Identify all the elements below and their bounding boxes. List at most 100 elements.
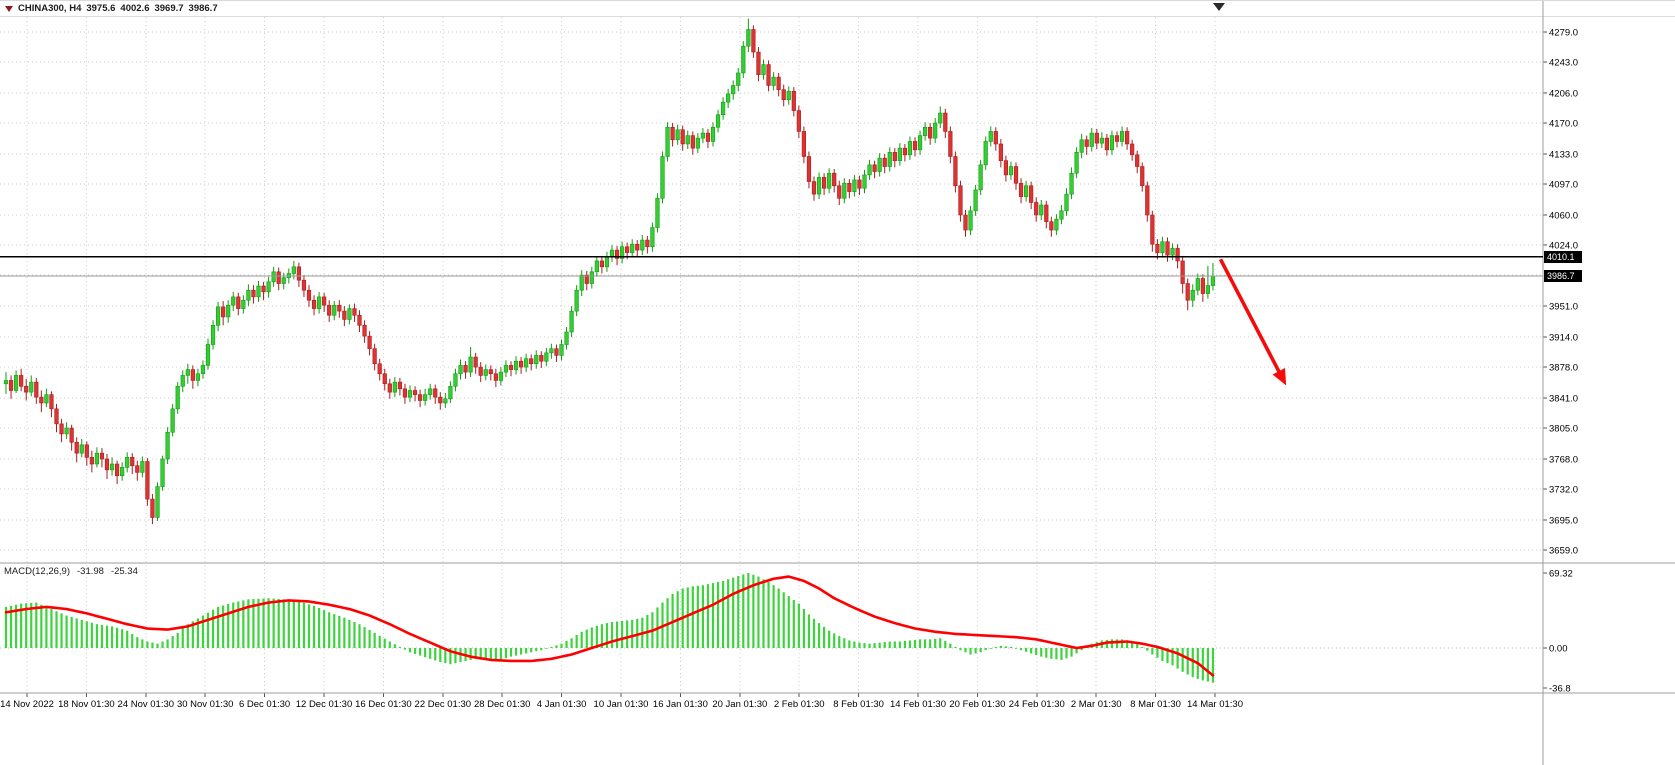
macd-histogram-bar — [217, 606, 220, 648]
macd-histogram-bar — [1030, 648, 1033, 654]
macd-histogram-bar — [732, 577, 735, 648]
candle-body — [544, 352, 549, 362]
candle-body — [1104, 137, 1109, 151]
candle-body — [89, 457, 94, 465]
candle-body — [963, 214, 968, 231]
macd-histogram-bar — [252, 599, 255, 648]
candle-body — [417, 394, 423, 401]
candle-body — [175, 385, 180, 410]
candle-body — [1034, 202, 1039, 216]
chart-shift-marker[interactable] — [1213, 3, 1225, 11]
macd-histogram-bar — [393, 644, 396, 648]
macd-histogram-bar — [691, 586, 694, 648]
candle-body — [1165, 241, 1170, 256]
candle-body — [660, 156, 665, 199]
trend-arrow-head[interactable] — [1272, 368, 1287, 386]
macd-histogram-bar — [1141, 646, 1144, 648]
candle-body — [498, 371, 504, 381]
macd-main-value: -31.98 — [77, 566, 104, 577]
candle-body — [231, 296, 236, 306]
price-axis-label: 4133.0 — [1549, 149, 1578, 160]
macd-histogram-bar — [752, 574, 755, 648]
candle-body — [1180, 260, 1185, 284]
candle-body — [19, 375, 24, 387]
macd-histogram-bar — [615, 621, 619, 648]
macd-histogram-bar — [40, 604, 43, 648]
price-axis-label: 3951.0 — [1549, 302, 1578, 313]
macd-histogram-bar — [853, 641, 856, 648]
macd-histogram-bar — [1176, 648, 1179, 669]
candle-body — [720, 101, 726, 116]
candle-body — [463, 365, 468, 373]
candle-body — [1160, 241, 1165, 253]
macd-histogram-bar — [126, 630, 129, 648]
candle-body — [771, 76, 776, 86]
candle-body — [968, 210, 973, 231]
candle-body — [49, 394, 54, 410]
macd-histogram-bar — [105, 625, 109, 648]
macd-histogram-bar — [116, 627, 119, 648]
candle-body — [266, 281, 271, 293]
macd-histogram-bar — [838, 636, 841, 648]
macd-histogram-bar — [898, 641, 901, 648]
macd-histogram-bar — [343, 617, 346, 648]
macd-histogram-bar — [413, 648, 417, 654]
macd-histogram-bar — [535, 648, 538, 652]
candle-body — [130, 457, 135, 466]
macd-histogram-bar — [984, 648, 987, 651]
macd-histogram-bar — [762, 579, 765, 648]
candle-body — [872, 164, 877, 172]
macd-histogram-bar — [1105, 639, 1108, 648]
macd-histogram-bar — [580, 631, 583, 648]
candle-body — [736, 72, 741, 86]
candle-body — [948, 131, 953, 157]
macd-histogram-bar — [550, 646, 553, 648]
macd-histogram-bar — [1025, 648, 1028, 652]
candle-body — [362, 324, 367, 337]
macd-histogram-bar — [595, 625, 598, 648]
candle-body — [412, 390, 418, 395]
macd-histogram-bar — [287, 600, 290, 648]
macd-histogram-bar — [878, 642, 881, 648]
macd-histogram-bar — [121, 629, 124, 648]
candle-body — [145, 461, 150, 500]
macd-histogram-bar — [782, 592, 785, 648]
macd-histogram-bar — [555, 645, 558, 648]
macd-histogram-bar — [1186, 648, 1189, 675]
macd-signal-value: -25.34 — [110, 566, 138, 577]
candle-body — [332, 304, 337, 316]
macd-histogram-bar — [151, 642, 154, 648]
macd-histogram-bar — [302, 602, 306, 648]
macd-histogram-bar — [25, 603, 28, 648]
candle-body — [1079, 139, 1084, 153]
candle-body — [559, 344, 564, 356]
symbol-period-label: CHINA300, H4 — [18, 3, 82, 14]
candle-body — [1099, 137, 1104, 144]
candle-body — [1003, 160, 1008, 176]
trend-arrow-line[interactable] — [1218, 258, 1284, 379]
macd-histogram-bar — [1080, 648, 1083, 651]
time-axis-label: 18 Nov 01:30 — [58, 699, 115, 710]
macd-histogram-bar — [196, 618, 199, 648]
macd-histogram-bar — [797, 603, 800, 648]
time-axis-label: 30 Nov 01:30 — [177, 699, 234, 710]
macd-signal-line — [4, 575, 1215, 677]
candle-body — [1089, 132, 1094, 147]
time-axis-label: 12 Dec 01:30 — [296, 699, 353, 710]
candle-body — [503, 365, 509, 373]
candle-body — [387, 383, 392, 393]
candle-body — [337, 304, 342, 312]
candle-body — [741, 45, 746, 74]
macd-histogram-bar — [171, 636, 174, 648]
candle-body — [867, 164, 872, 176]
time-axis-label: 24 Feb 01:30 — [1009, 699, 1065, 710]
candle-body — [216, 306, 221, 326]
price-axis-label: 3841.0 — [1549, 393, 1578, 404]
candle-body — [554, 348, 559, 356]
macd-histogram-bar — [1191, 648, 1194, 678]
candle-body — [983, 141, 988, 166]
candle-body — [84, 444, 89, 458]
macd-histogram-bar — [136, 637, 139, 648]
